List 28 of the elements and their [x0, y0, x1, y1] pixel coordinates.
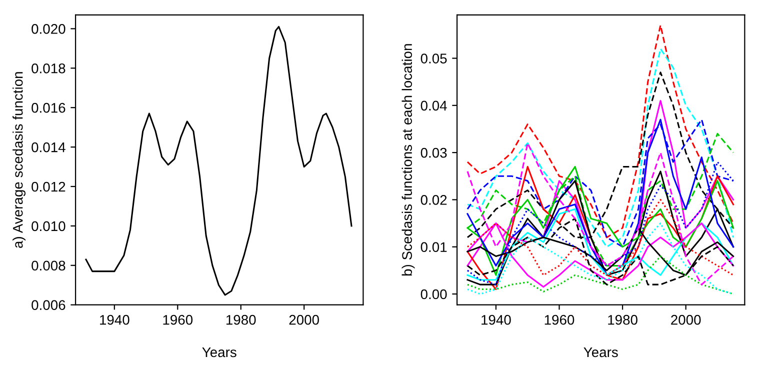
y-tick-label: 0.02	[420, 195, 447, 205]
y-tick-label: 0.012	[32, 182, 66, 192]
y-axis-title: b) Scedasis functions at each location	[402, 44, 415, 276]
x-tick-label: 1980	[608, 314, 638, 325]
line-series	[85, 26, 352, 296]
y-tick-label: 0.006	[32, 300, 66, 310]
x-tick-label: 1960	[163, 314, 193, 325]
y-tick-label: 0.020	[32, 24, 66, 34]
x-tick-label: 1980	[226, 314, 256, 325]
y-tick-label: 0.03	[420, 148, 447, 158]
y-tick-label: 0.01	[420, 242, 447, 252]
y-tick-label: 0.018	[32, 63, 66, 74]
x-tick-label: 2000	[671, 314, 701, 325]
line-series	[466, 256, 734, 295]
x-tick-label: 2000	[289, 314, 319, 325]
y-tick-label: 0.00	[420, 289, 447, 300]
y-tick-label: 0.014	[32, 142, 66, 152]
y-axis-title: a) Average scedasis function	[12, 72, 26, 248]
x-axis-title: Years	[202, 347, 236, 358]
y-tick-label: 0.008	[32, 260, 66, 271]
y-tick-label: 0.016	[32, 102, 66, 113]
x-tick-label: 1940	[482, 314, 511, 325]
x-tick-label: 1940	[100, 314, 130, 325]
x-tick-label: 1960	[544, 314, 574, 325]
y-tick-label: 0.05	[420, 54, 447, 64]
y-tick-label: 0.04	[420, 100, 447, 111]
x-axis-title: Years	[584, 347, 618, 358]
y-tick-label: 0.010	[32, 221, 66, 232]
